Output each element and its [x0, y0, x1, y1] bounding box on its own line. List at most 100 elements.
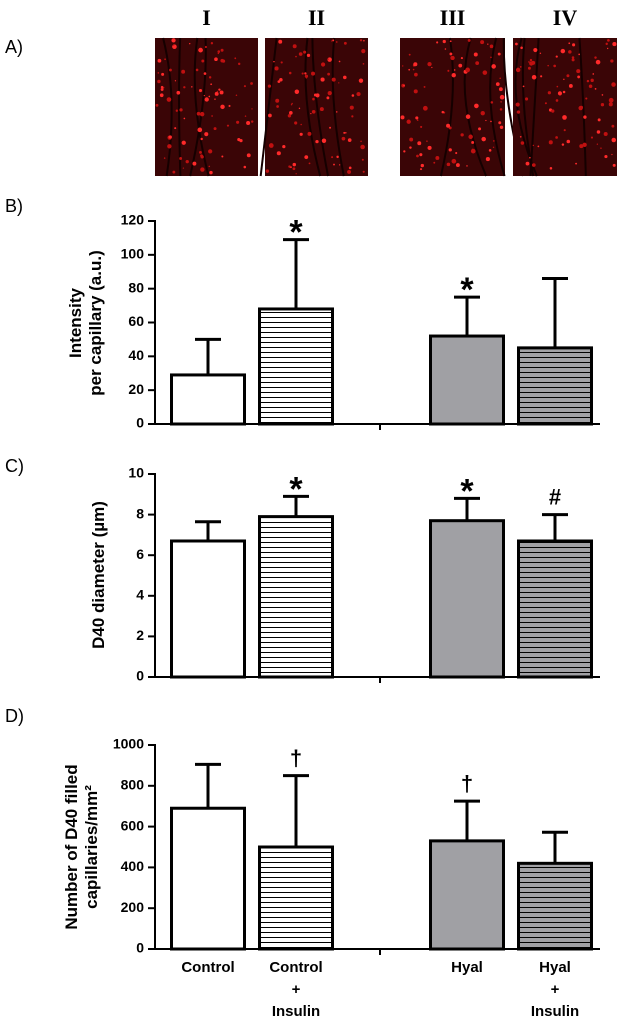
capillary-dot: [490, 56, 492, 59]
capillary-dot: [562, 115, 567, 120]
capillary-dot: [298, 107, 301, 110]
capillary-dot: [531, 74, 537, 80]
capillary-dot: [203, 72, 207, 75]
capillary-dot: [563, 78, 565, 81]
image-label: III: [440, 5, 466, 30]
capillary-dot: [465, 114, 471, 119]
bar: [517, 346, 593, 426]
capillary-dot: [199, 150, 202, 154]
capillary-dot: [415, 116, 419, 120]
capillary-dot: [294, 89, 300, 94]
capillary-dot: [582, 142, 587, 147]
capillary-dot: [290, 103, 293, 106]
capillary-dot: [200, 167, 205, 172]
capillary-dot: [351, 115, 354, 118]
capillary-dot: [474, 103, 479, 109]
capillary-dot: [610, 59, 614, 63]
capillary-dot: [499, 125, 504, 130]
capillary-dot: [446, 123, 451, 128]
capillary-dot: [490, 120, 492, 123]
vessel: [439, 37, 454, 177]
capillary-dot: [480, 110, 485, 116]
capillary-dot: [492, 140, 495, 142]
capillary-dot: [347, 169, 352, 174]
capillary-dot: [568, 42, 571, 45]
capillary-dot: [345, 132, 347, 134]
capillary-dot: [495, 82, 500, 87]
capillary-dot: [485, 157, 490, 162]
panel-label: D): [5, 706, 24, 726]
capillary-dot: [577, 75, 581, 79]
capillary-dot: [298, 52, 303, 56]
capillary-dot: [566, 74, 570, 78]
capillary-dot: [467, 38, 471, 42]
capillary-dot: [191, 86, 193, 88]
capillary-dot: [527, 66, 531, 70]
capillary-dot: [329, 126, 332, 129]
capillary-dot: [292, 167, 296, 171]
capillary-dot: [279, 78, 283, 82]
capillary-dot: [478, 127, 482, 131]
capillary-dot: [209, 170, 213, 175]
capillary-dot: [331, 77, 336, 82]
annotation: *: [289, 214, 303, 252]
capillary-dot: [499, 94, 505, 100]
capillary-dot: [304, 72, 307, 75]
capillary-dot: [533, 47, 538, 53]
annotation: *: [460, 271, 474, 309]
vessel: [259, 37, 278, 177]
y-tick-label: 8: [136, 505, 144, 521]
capillary-dot: [166, 97, 172, 102]
capillary-dot: [568, 84, 573, 88]
capillary-dot: [529, 61, 534, 66]
capillary-dot: [327, 58, 329, 60]
y-tick-label: 6: [136, 546, 144, 562]
vessel: [304, 37, 322, 177]
capillary-dot: [611, 83, 613, 85]
capillary-dot: [547, 64, 549, 67]
capillary-dot: [331, 156, 334, 159]
capillary-dot: [312, 97, 315, 101]
capillary-dot: [204, 97, 209, 102]
capillary-dot: [167, 144, 172, 149]
capillary-dot: [220, 58, 225, 63]
capillary-dot: [468, 134, 473, 140]
capillary-dot: [611, 153, 613, 156]
capillary-dot: [336, 155, 339, 159]
capillary-dot: [586, 79, 590, 83]
capillary-dot: [174, 80, 177, 82]
capillary-dot: [455, 163, 460, 168]
capillary-dot: [481, 137, 484, 140]
capillary-dot: [607, 38, 610, 42]
bar: [170, 539, 246, 679]
x-tick-label: Control + Insulin: [269, 959, 322, 1020]
capillary-dot: [594, 87, 597, 90]
capillary-dot: [492, 146, 495, 149]
capillary-dot: [250, 82, 253, 85]
capillary-dot: [218, 88, 221, 91]
capillary-dot: [289, 111, 293, 115]
capillary-dot: [571, 58, 575, 62]
capillary-dot: [172, 170, 176, 174]
capillary-dot: [489, 44, 494, 49]
capillary-dot: [163, 157, 166, 159]
capillary-dot: [303, 50, 307, 54]
panel-label: B): [5, 196, 23, 216]
bar: [170, 373, 246, 426]
capillary-dot: [427, 62, 432, 67]
capillary-dot: [315, 139, 319, 144]
capillary-dot: [359, 39, 363, 42]
capillary-dot: [251, 120, 254, 123]
capillary-dot: [321, 138, 327, 143]
capillary-dot: [416, 119, 419, 121]
capillary-dot: [244, 115, 247, 117]
capillary-dot: [197, 127, 203, 133]
capillary-dot: [420, 125, 423, 128]
capillary-dot: [572, 43, 576, 47]
vessel: [193, 37, 210, 177]
capillary-dot: [308, 162, 311, 165]
capillary-dot: [451, 73, 456, 78]
bar: [429, 519, 505, 679]
capillary-dot: [528, 61, 530, 63]
capillary-dot: [183, 86, 186, 89]
